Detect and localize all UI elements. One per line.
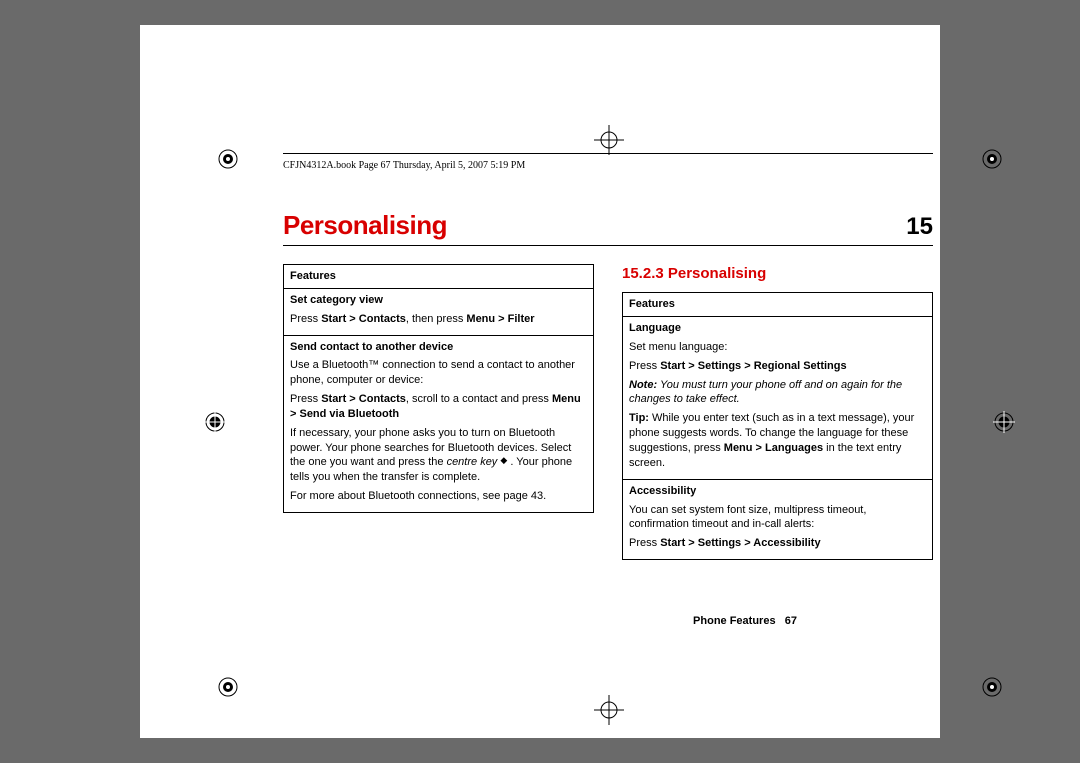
footer-label: Phone Features — [693, 615, 776, 627]
page-header-meta: CFJN4312A.book Page 67 Thursday, April 5… — [283, 160, 525, 171]
content-area: Personalising 15 Features Set category v… — [283, 210, 933, 560]
page: CFJN4312A.book Page 67 Thursday, April 5… — [140, 25, 940, 738]
crop-mark-icon — [217, 676, 239, 698]
chapter-number: 15 — [906, 213, 933, 241]
page-footer: Phone Features 67 — [693, 615, 797, 627]
feature-body: Press Start > Contacts, scroll to a cont… — [290, 392, 587, 422]
feature-body: You can set system font size, multipress… — [629, 503, 926, 533]
crop-mark-icon — [981, 148, 1003, 170]
crosshair-icon — [594, 695, 624, 725]
feature-body: If necessary, your phone asks you to tur… — [290, 426, 587, 485]
feature-body: Tip: While you enter text (such as in a … — [629, 411, 926, 470]
features-table-left: Features Set category view Press Start >… — [283, 264, 594, 513]
crop-mark-icon — [981, 676, 1003, 698]
section-heading: 15.2.3 Personalising — [622, 264, 933, 284]
right-column: 15.2.3 Personalising Features Language S… — [622, 264, 933, 560]
features-table-right: Features Language Set menu language: Pre… — [622, 292, 933, 560]
feature-heading: Send contact to another device — [290, 340, 587, 355]
feature-body: For more about Bluetooth connections, se… — [290, 489, 587, 504]
feature-body: Note: You must turn your phone off and o… — [629, 378, 926, 408]
title-row: Personalising 15 — [283, 210, 933, 246]
crop-mark-icon — [204, 411, 226, 433]
feature-body: Press Start > Contacts, then press Menu … — [290, 312, 587, 327]
table-header: Features — [284, 265, 594, 289]
crop-mark-icon — [993, 411, 1015, 433]
crop-mark-icon — [217, 148, 239, 170]
table-header: Features — [623, 293, 933, 317]
feature-body: Set menu language: — [629, 340, 926, 355]
divider — [283, 153, 933, 154]
feature-body: Press Start > Settings > Accessibility — [629, 536, 926, 551]
feature-body: Press Start > Settings > Regional Settin… — [629, 359, 926, 374]
feature-body: Use a Bluetooth™ connection to send a co… — [290, 358, 587, 388]
feature-heading: Accessibility — [629, 484, 926, 499]
page-title: Personalising — [283, 210, 447, 241]
feature-heading: Language — [629, 321, 926, 336]
centre-key-icon — [500, 456, 510, 466]
left-column: Features Set category view Press Start >… — [283, 264, 594, 560]
crosshair-icon — [594, 125, 624, 155]
feature-heading: Set category view — [290, 293, 587, 308]
footer-page-number: 67 — [785, 615, 797, 627]
